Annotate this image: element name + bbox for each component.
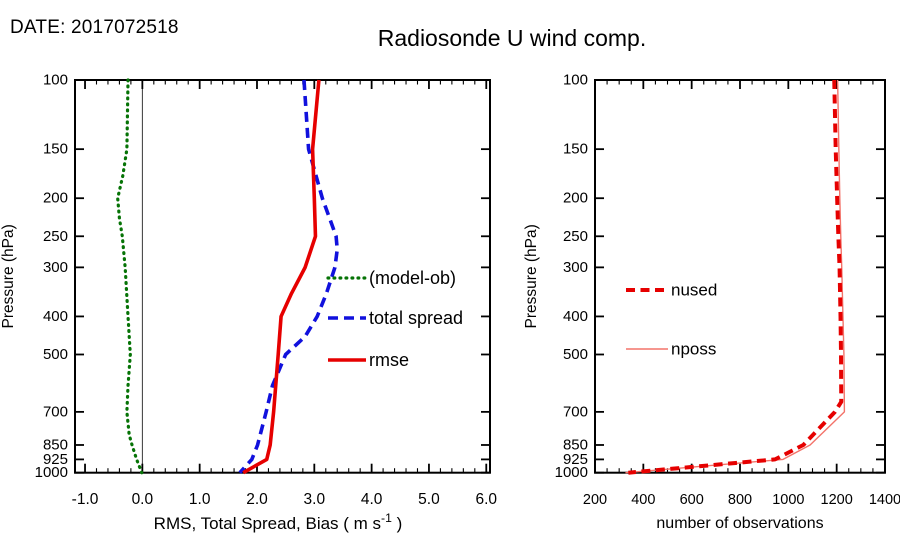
- rmse-curve: [242, 79, 321, 475]
- model-ob-curve: [116, 78, 144, 475]
- y-tick-label: 300: [563, 259, 588, 276]
- y-tick-label: 200: [563, 190, 588, 207]
- total-spread-curve: [238, 79, 340, 474]
- y-tick-label: 500: [563, 346, 588, 363]
- legend-label: (model-ob): [369, 268, 456, 288]
- y-tick-label: 700: [563, 403, 588, 420]
- legend-label: nposs: [671, 340, 716, 359]
- left-panel: -1.0 0.0 1.0 2.0 3.0 4.0 5.0 6.0 100 150 200 250 300…: [0, 72, 497, 534]
- x-tick-label: 1400: [869, 492, 900, 508]
- y-tick-label: 1000: [555, 464, 588, 481]
- x-tick-label: 2.0: [246, 491, 268, 508]
- y-tick-label: 850: [43, 436, 68, 453]
- legend-item-nused: nused: [626, 281, 717, 300]
- left-legend: (model-ob) total spread rmse: [326, 268, 463, 370]
- y-tick-label: 100: [43, 72, 68, 89]
- y-tick-label: 700: [43, 403, 68, 420]
- x-tick-label: -1.0: [72, 491, 99, 508]
- y-tick-label: 150: [43, 141, 68, 158]
- right-panel: 200 400 600 800 1000 1200 1400 100 150 200 250 300 4…: [523, 72, 900, 533]
- x-tick-label: 5.0: [418, 491, 440, 508]
- legend-label: total spread: [369, 308, 463, 328]
- x-tick-label: 1000: [772, 492, 804, 508]
- x-tick-label: 200: [583, 492, 607, 508]
- y-tick-label: 925: [43, 451, 68, 468]
- x-axis-title: number of observations: [656, 515, 823, 532]
- x-axis-title: RMS, Total Spread, Bias ( m s-1 ): [154, 511, 403, 533]
- y-tick-label: 400: [563, 308, 588, 325]
- x-tick-label: 6.0: [475, 491, 497, 508]
- legend-label: nused: [671, 281, 717, 300]
- y-tick-label: 150: [563, 141, 588, 158]
- y-tick-label: 925: [563, 451, 588, 468]
- y-tick-label: 200: [43, 190, 68, 207]
- y-tick-label: 300: [43, 259, 68, 276]
- y-tick-label: 100: [563, 72, 588, 89]
- date-label: DATE: 2017072518: [10, 17, 179, 38]
- y-axis-title: Pressure (hPa): [523, 224, 540, 328]
- legend-item-total-spread: total spread: [328, 308, 463, 328]
- x-tick-label: 4.0: [361, 491, 383, 508]
- y-tick-label: 850: [563, 436, 588, 453]
- y-axis-title: Pressure (hPa): [0, 224, 17, 328]
- axis-ticks: [594, 79, 886, 474]
- figure-title: Radiosonde U wind comp.: [377, 25, 647, 51]
- x-tick-label: 0.0: [132, 491, 154, 508]
- y-tick-label: 400: [43, 308, 68, 325]
- nused-curve: [628, 79, 844, 475]
- right-legend: nused nposs: [626, 281, 717, 359]
- y-tick-label: 500: [43, 346, 68, 363]
- legend-item-rmse: rmse: [328, 350, 409, 370]
- x-tick-label: 600: [680, 492, 704, 508]
- x-tick-label: 1.0: [189, 491, 211, 508]
- y-tick-label: 1000: [35, 464, 68, 481]
- x-tick-label: 1200: [821, 492, 853, 508]
- legend-item-nposs: nposs: [626, 340, 716, 359]
- legend-item-model-ob: (model-ob): [326, 268, 456, 288]
- nposs-curve: [625, 79, 846, 474]
- x-tick-label: 400: [631, 492, 655, 508]
- y-tick-label: 250: [563, 228, 588, 245]
- plot-frame: [74, 79, 491, 474]
- legend-label: rmse: [369, 350, 409, 370]
- x-tick-label: 3.0: [304, 491, 326, 508]
- y-tick-label: 250: [43, 228, 68, 245]
- x-tick-label: 800: [728, 492, 752, 508]
